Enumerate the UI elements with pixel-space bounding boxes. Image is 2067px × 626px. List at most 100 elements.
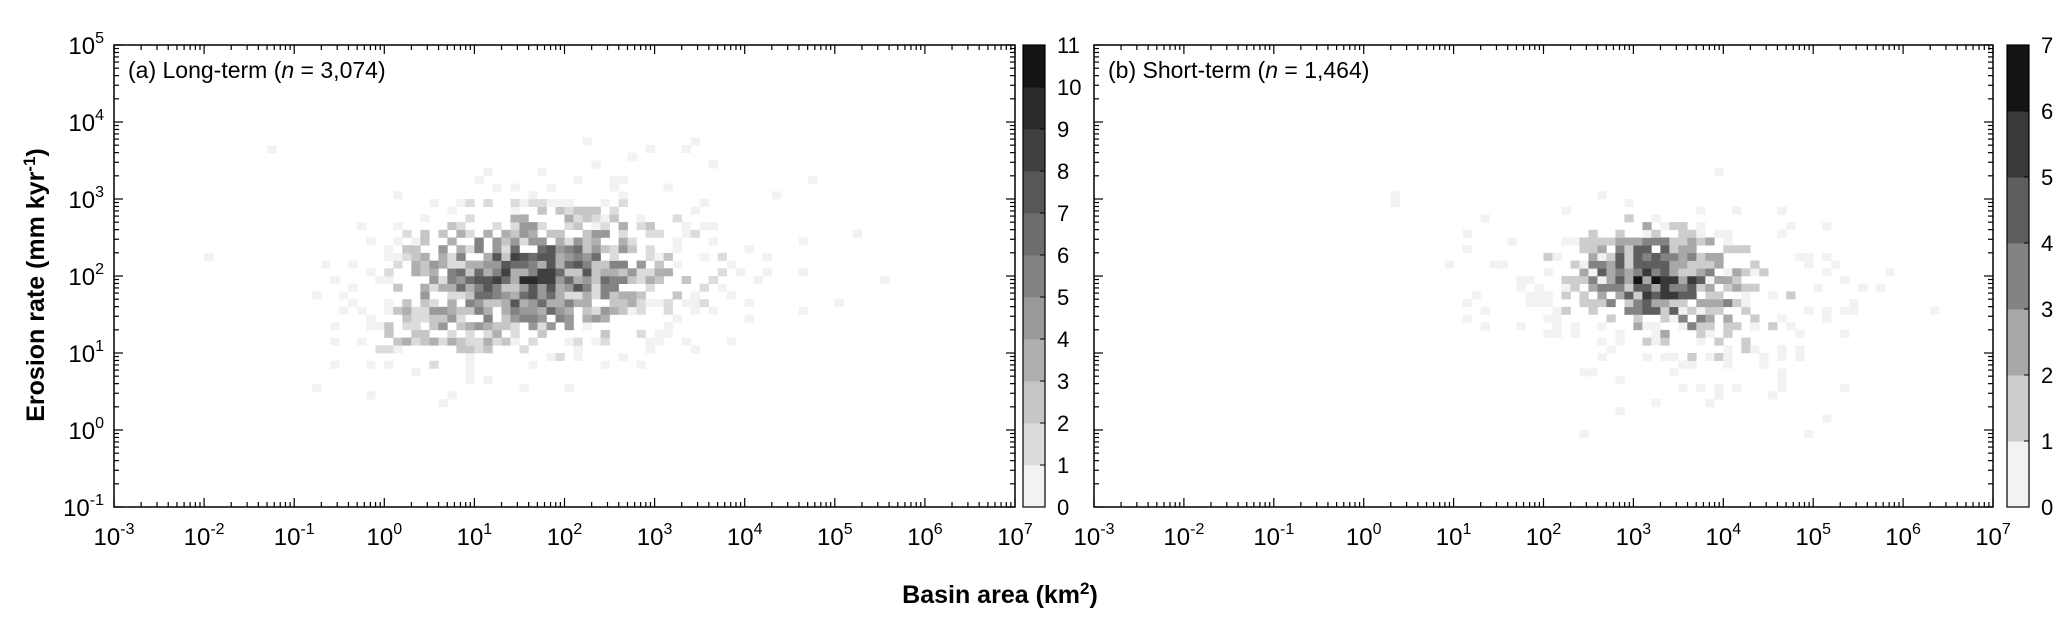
heatmap-cell: [537, 252, 547, 261]
heatmap-cell: [609, 268, 619, 277]
heatmap-cell: [609, 260, 619, 269]
heatmap-cell: [528, 322, 538, 331]
heatmap-cell: [1687, 260, 1697, 269]
heatmap-cell: [726, 260, 736, 269]
heatmap-cell: [492, 237, 502, 246]
heatmap-cell: [1705, 291, 1715, 300]
heatmap-cell: [573, 299, 583, 308]
heatmap-cell: [591, 252, 601, 261]
heatmap-cell: [1462, 299, 1472, 308]
heatmap-cell: [1651, 252, 1661, 261]
x-tick-label: 100: [366, 521, 402, 551]
heatmap-cell: [618, 353, 628, 361]
heatmap-cell: [492, 222, 502, 231]
heatmap-cell: [609, 206, 619, 215]
heatmap-cell: [1615, 260, 1625, 269]
heatmap-cell: [1615, 291, 1625, 300]
heatmap-cell: [474, 291, 484, 300]
heatmap-cell: [1597, 260, 1607, 269]
heatmap-cell: [1777, 229, 1787, 238]
heatmap-cell: [492, 283, 502, 292]
heatmap-cell: [483, 299, 493, 308]
heatmap-cell: [1579, 430, 1589, 438]
heatmap-cell: [1462, 229, 1472, 238]
heatmap-cell: [1552, 252, 1562, 261]
heatmap-cell: [726, 337, 736, 346]
heatmap-cell: [1696, 322, 1706, 331]
heatmap-cell: [357, 337, 367, 346]
heatmap-cell: [1579, 368, 1589, 377]
heatmap-cell: [420, 337, 430, 346]
heatmap-cell: [519, 237, 529, 246]
heatmap-cell: [573, 206, 583, 215]
heatmap-cell: [753, 276, 764, 284]
heatmap-cell: [1660, 268, 1670, 277]
heatmap-cell: [501, 268, 511, 277]
heatmap-cell: [609, 283, 619, 292]
heatmap-cell: [438, 337, 448, 346]
heatmap-cell: [510, 329, 520, 338]
heatmap-cell: [474, 337, 484, 346]
y-tick-label: 104: [68, 107, 104, 137]
heatmap-cell: [654, 329, 664, 338]
heatmap-cell: [456, 245, 466, 254]
heatmap-cell: [348, 299, 358, 308]
heatmap-cell: [528, 237, 538, 246]
heatmap-cell: [528, 276, 538, 284]
heatmap-cell: [384, 276, 394, 284]
heatmap-cell: [582, 237, 592, 246]
heatmap-cell: [501, 291, 511, 300]
heatmap-cell: [474, 306, 484, 315]
heatmap-cell: [627, 276, 637, 284]
heatmap-cell: [492, 337, 502, 346]
heatmap-cell: [645, 283, 655, 292]
x-tick-label: 102: [1526, 521, 1562, 551]
x-tick-label: 10-2: [1163, 521, 1204, 551]
heatmap-cell: [573, 245, 583, 254]
heatmap-cell: [573, 175, 583, 184]
heatmap-cell: [483, 283, 493, 292]
heatmap-cell: [555, 237, 565, 246]
colorbar: 0 1 2 3 4 5 6 7: [2006, 33, 2053, 520]
heatmap-cell: [1660, 337, 1670, 346]
heatmap-cell: [357, 222, 367, 231]
heatmap-cell: [573, 214, 583, 223]
heatmap-cell: [852, 229, 863, 238]
heatmap-cell: [339, 291, 349, 300]
heatmap-cell: [636, 260, 646, 269]
heatmap-cell: [492, 252, 502, 261]
heatmap-cell: [528, 299, 538, 308]
heatmap-cell: [1714, 337, 1724, 346]
heatmap-cell: [519, 383, 529, 392]
heatmap-cell: [510, 260, 520, 269]
y-tick-label: 103: [68, 184, 104, 214]
heatmap-cell: [510, 252, 520, 261]
heatmap-cell: [1561, 206, 1571, 215]
x-tick-label: 106: [1885, 521, 1921, 551]
heatmap-cell: [438, 399, 448, 408]
heatmap-cell: [708, 237, 718, 246]
heatmap-cell: [600, 268, 610, 277]
heatmap-cell: [492, 268, 502, 277]
heatmap-cell: [1714, 229, 1724, 238]
heatmap-cell: [1705, 283, 1715, 292]
colorbar: 0 1 2 3 4 5 6 7 8 9 10 11: [1022, 33, 1081, 520]
heatmap-cell: [1696, 206, 1706, 215]
heatmap-cell: [1642, 222, 1652, 231]
heatmap-cell: [609, 291, 619, 300]
heatmap-cell: [429, 306, 439, 315]
heatmap-cell: [528, 222, 538, 231]
heatmap-cell: [1624, 245, 1634, 254]
heatmap-cell: [1759, 268, 1769, 277]
heatmap-cell: [510, 183, 520, 192]
heatmap-cell: [1687, 283, 1697, 292]
heatmap-cell: [564, 237, 574, 246]
heatmap-cell: [555, 299, 565, 308]
heatmap-cell: [1660, 329, 1670, 338]
colorbar-tick-label: 2: [1057, 411, 1069, 436]
heatmap-cell: [1633, 306, 1643, 315]
heatmap-cell: [573, 268, 583, 277]
heatmap-cell: [1687, 268, 1697, 277]
heatmap-cell: [402, 229, 412, 238]
heatmap-cell: [1615, 245, 1625, 254]
